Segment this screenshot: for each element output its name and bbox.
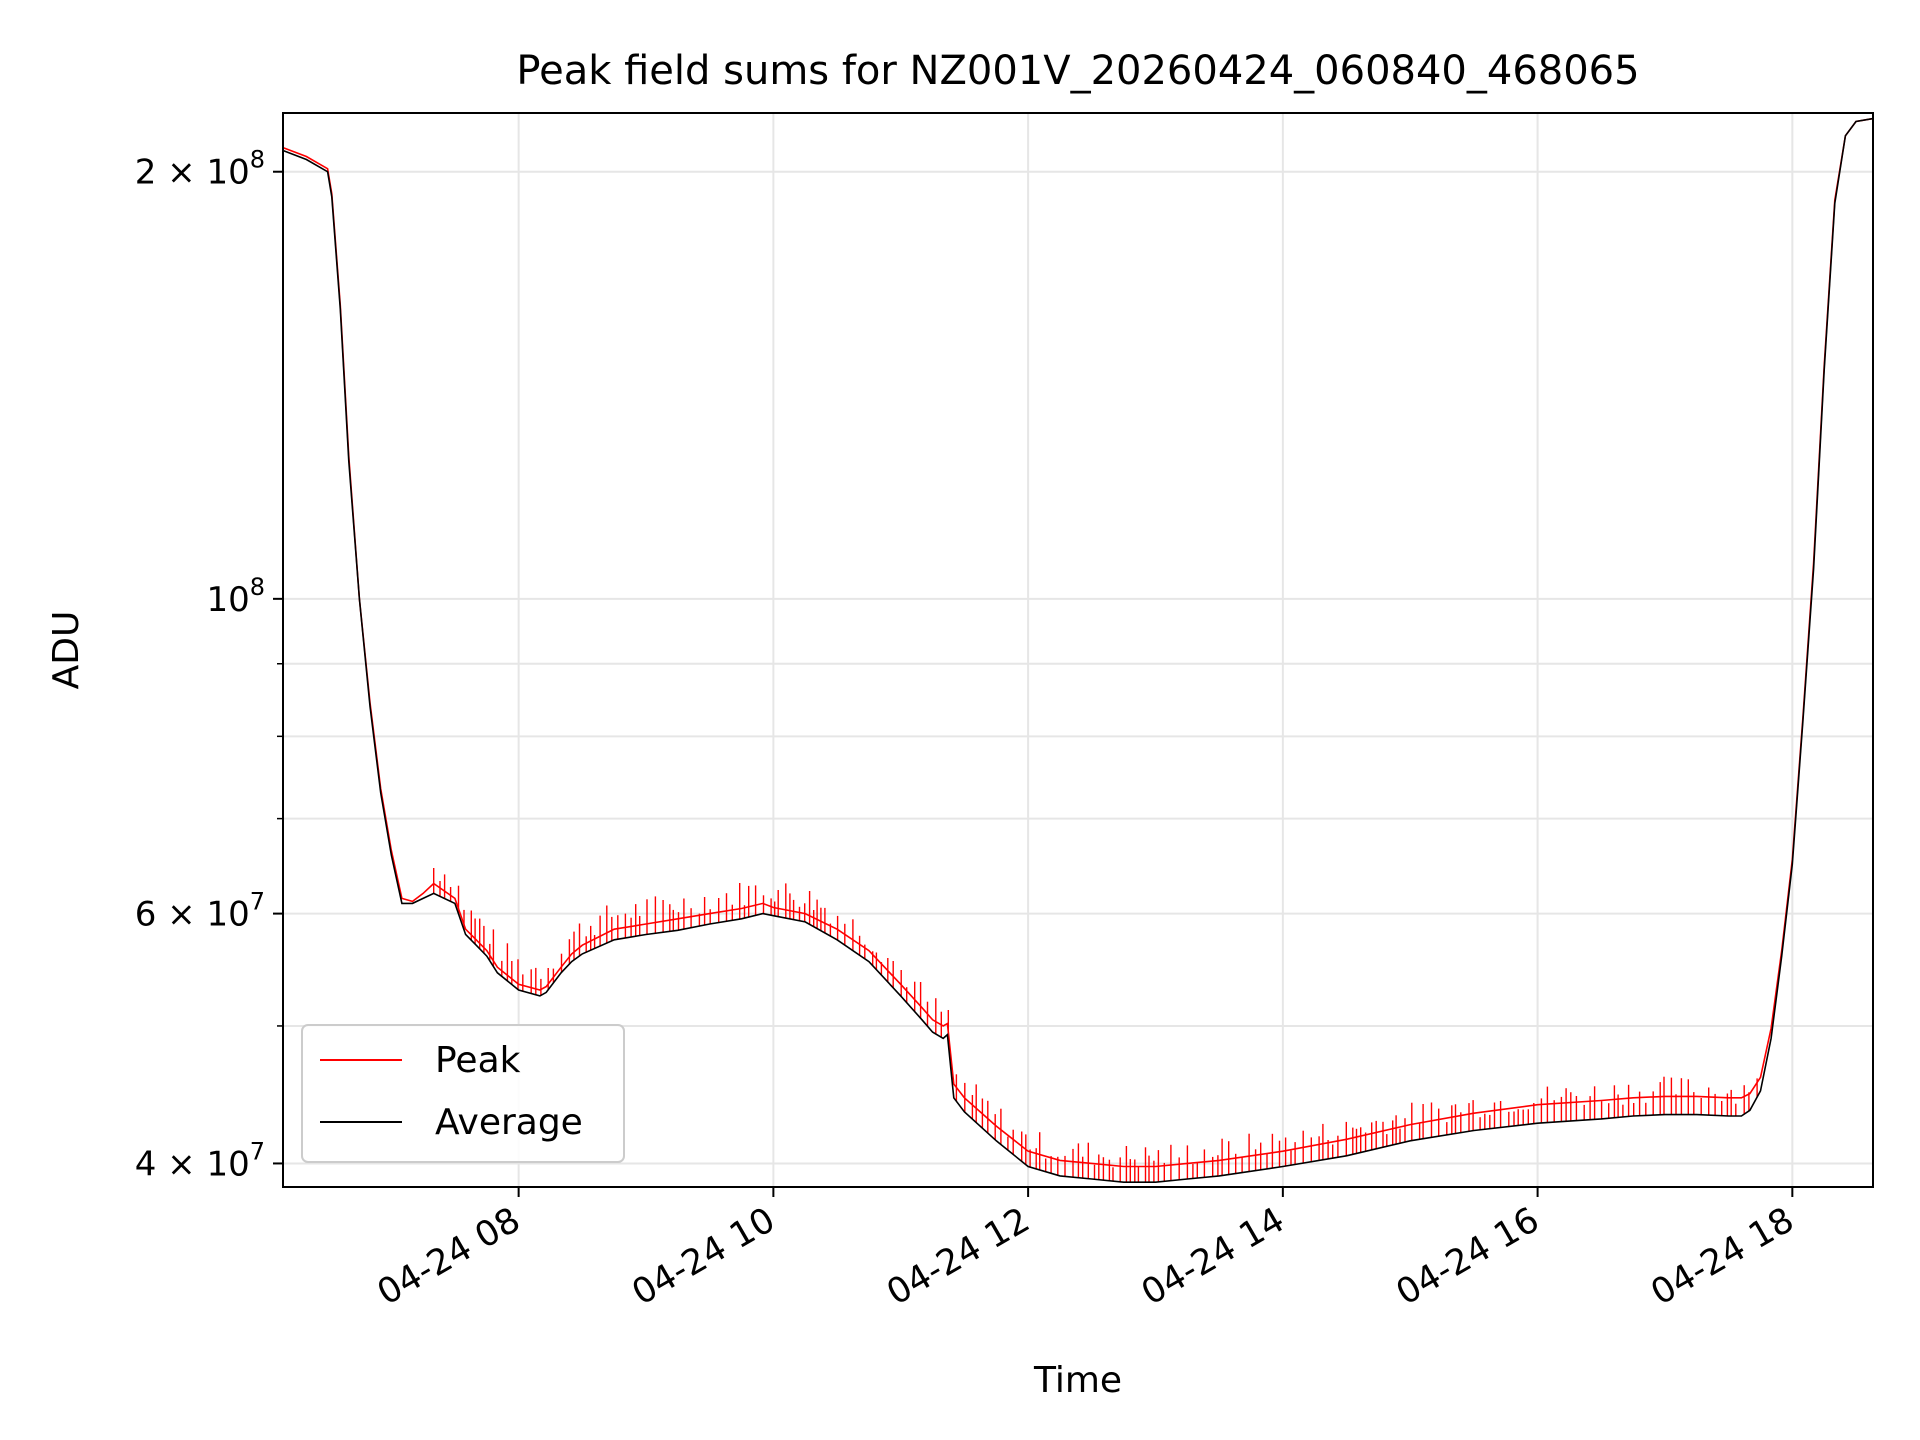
x-axis-label: Time [1033,1360,1122,1401]
y-tick-label: 6 × 107 [135,888,265,935]
y-axis-label: ADU [46,611,87,690]
legend-peak-label: Peak [435,1040,521,1081]
y-axis: 4 × 107 6 × 107 108 2 × 108 [135,146,283,1184]
plot-frame [282,112,1874,1188]
series-average-line [282,117,1874,1183]
legend: Peak Average [301,1024,625,1163]
y-tick-label: 108 [206,573,265,620]
y-tick-label: 2 × 108 [135,146,265,193]
series-peak-spikes [433,868,1758,1183]
chart-title: Peak field sums for NZ001V_20260424_0608… [516,48,1639,94]
series-layer [282,117,1874,1183]
legend-average-label: Average [435,1102,583,1143]
y-tick-label: 4 × 107 [135,1137,265,1184]
